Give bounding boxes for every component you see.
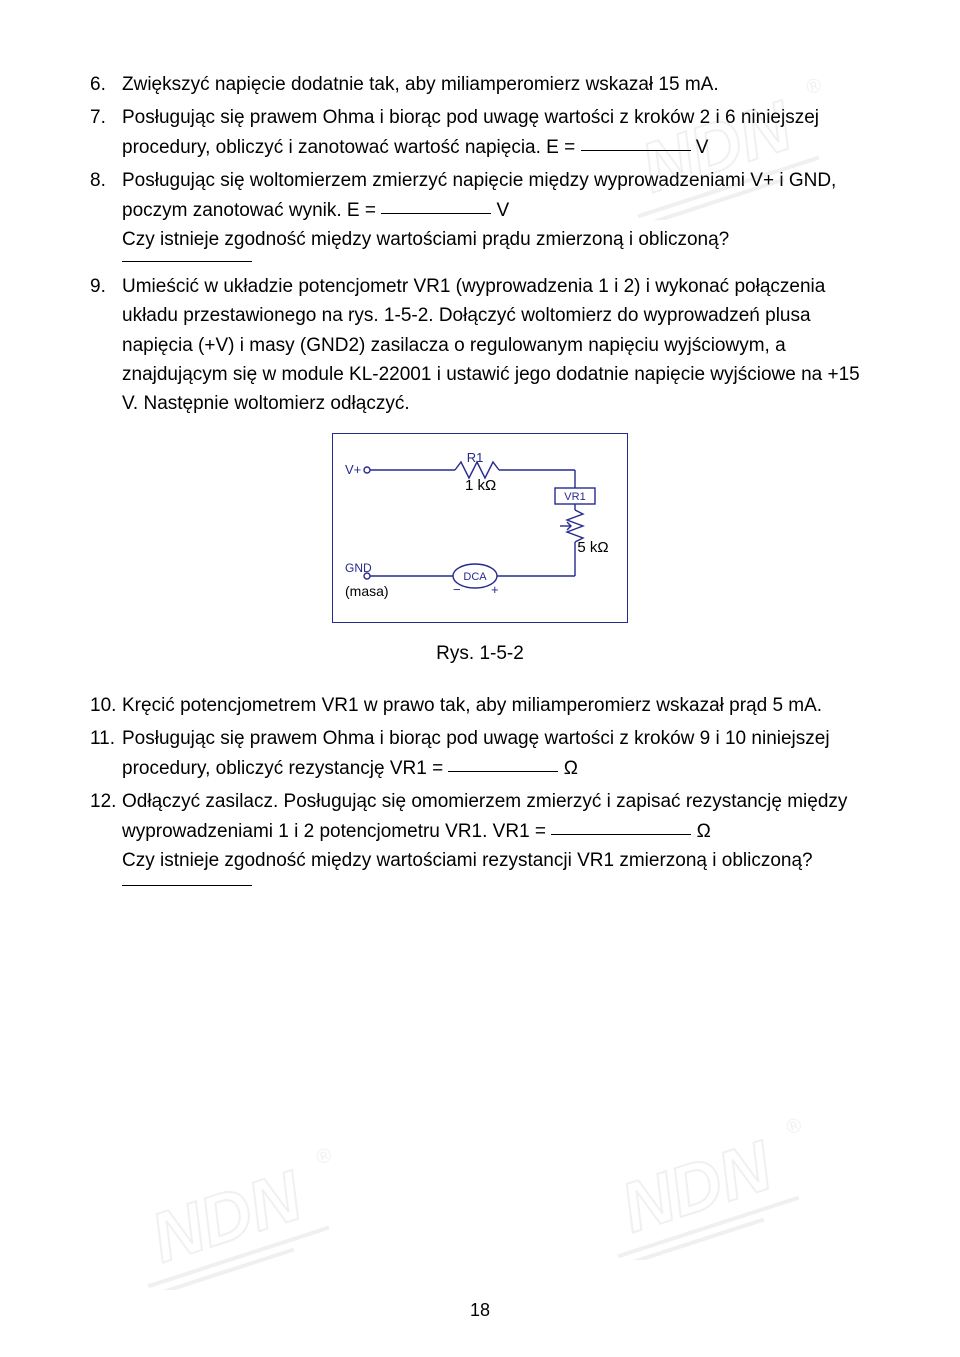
item-text-b: Czy istnieje zgodność między wartościami…: [122, 229, 729, 250]
svg-text:®: ®: [314, 1144, 335, 1170]
blank-field[interactable]: [381, 194, 491, 214]
item-body: Posługując się woltomierzem zmierzyć nap…: [122, 166, 870, 254]
item-text-after: V: [691, 137, 709, 158]
label-dca: DCA: [463, 571, 487, 583]
item-text: Kręcić potencjometrem VR1 w prawo tak, a…: [122, 691, 870, 720]
answer-line[interactable]: [122, 885, 252, 886]
item-8: 8. Posługując się woltomierzem zmierzyć …: [90, 166, 870, 254]
page-number: 18: [0, 1300, 960, 1321]
item-num: 6.: [90, 70, 122, 99]
watermark-bl: NDN ®: [130, 1130, 390, 1290]
watermark-br: NDN ®: [600, 1100, 860, 1260]
label-minus: −: [453, 582, 461, 597]
label-vr1: VR1: [564, 491, 585, 503]
page: NDN ® NDN ® NDN ® 6. Zwiększyć napięcie …: [0, 0, 960, 1357]
item-text-mid: V: [491, 200, 509, 221]
label-vplus: V+: [345, 462, 361, 477]
label-vr1-val: 5 kΩ: [577, 539, 608, 556]
item-num: 8.: [90, 166, 122, 254]
item-num: 7.: [90, 103, 122, 162]
blank-field[interactable]: [551, 815, 691, 835]
circuit-box: V+ R1 1 kΩ VR1: [332, 433, 628, 623]
svg-text:NDN: NDN: [612, 1126, 782, 1247]
item-text-b: Czy istnieje zgodność między wartościami…: [122, 850, 813, 871]
item-body: Odłączyć zasilacz. Posługując się omomie…: [122, 787, 870, 875]
item-text-before: Posługując się prawem Ohma i biorąc pod …: [122, 107, 819, 157]
item-num: 11.: [90, 724, 122, 783]
item-text-a: Odłączyć zasilacz. Posługując się omomie…: [122, 791, 847, 841]
answer-line[interactable]: [122, 261, 252, 262]
figure-1-5-2: V+ R1 1 kΩ VR1: [90, 433, 870, 665]
label-r1: R1: [467, 450, 484, 465]
label-gnd: GND: [345, 561, 372, 575]
blank-field[interactable]: [448, 752, 558, 772]
item-7: 7. Posługując się prawem Ohma i biorąc p…: [90, 103, 870, 162]
item-text-mid: Ω: [691, 821, 710, 842]
item-num: 9.: [90, 272, 122, 419]
label-r1-val: 1 kΩ: [465, 477, 496, 494]
label-masa: (masa): [345, 583, 389, 599]
svg-text:®: ®: [784, 1114, 805, 1140]
procedure-list-9: 9. Umieścić w układzie potencjometr VR1 …: [90, 272, 870, 419]
item-11: 11. Posługując się prawem Ohma i biorąc …: [90, 724, 870, 783]
svg-text:NDN: NDN: [142, 1156, 312, 1277]
label-plus: +: [491, 582, 499, 597]
item-9: 9. Umieścić w układzie potencjometr VR1 …: [90, 272, 870, 419]
procedure-list-bottom: 10. Kręcić potencjometrem VR1 w prawo ta…: [90, 691, 870, 876]
blank-field[interactable]: [581, 131, 691, 151]
item-text: Umieścić w układzie potencjometr VR1 (wy…: [122, 272, 870, 419]
item-text: Zwiększyć napięcie dodatnie tak, aby mil…: [122, 70, 870, 99]
item-text-after: Ω: [558, 758, 577, 779]
item-12: 12. Odłączyć zasilacz. Posługując się om…: [90, 787, 870, 875]
item-body: Posługując się prawem Ohma i biorąc pod …: [122, 724, 870, 783]
item-num: 10.: [90, 691, 122, 720]
circuit-diagram: V+ R1 1 kΩ VR1: [345, 448, 615, 608]
figure-caption: Rys. 1-5-2: [436, 643, 524, 665]
item-10: 10. Kręcić potencjometrem VR1 w prawo ta…: [90, 691, 870, 720]
item-6: 6. Zwiększyć napięcie dodatnie tak, aby …: [90, 70, 870, 99]
item-num: 12.: [90, 787, 122, 875]
item-body: Posługując się prawem Ohma i biorąc pod …: [122, 103, 870, 162]
procedure-list-top: 6. Zwiększyć napięcie dodatnie tak, aby …: [90, 70, 870, 255]
